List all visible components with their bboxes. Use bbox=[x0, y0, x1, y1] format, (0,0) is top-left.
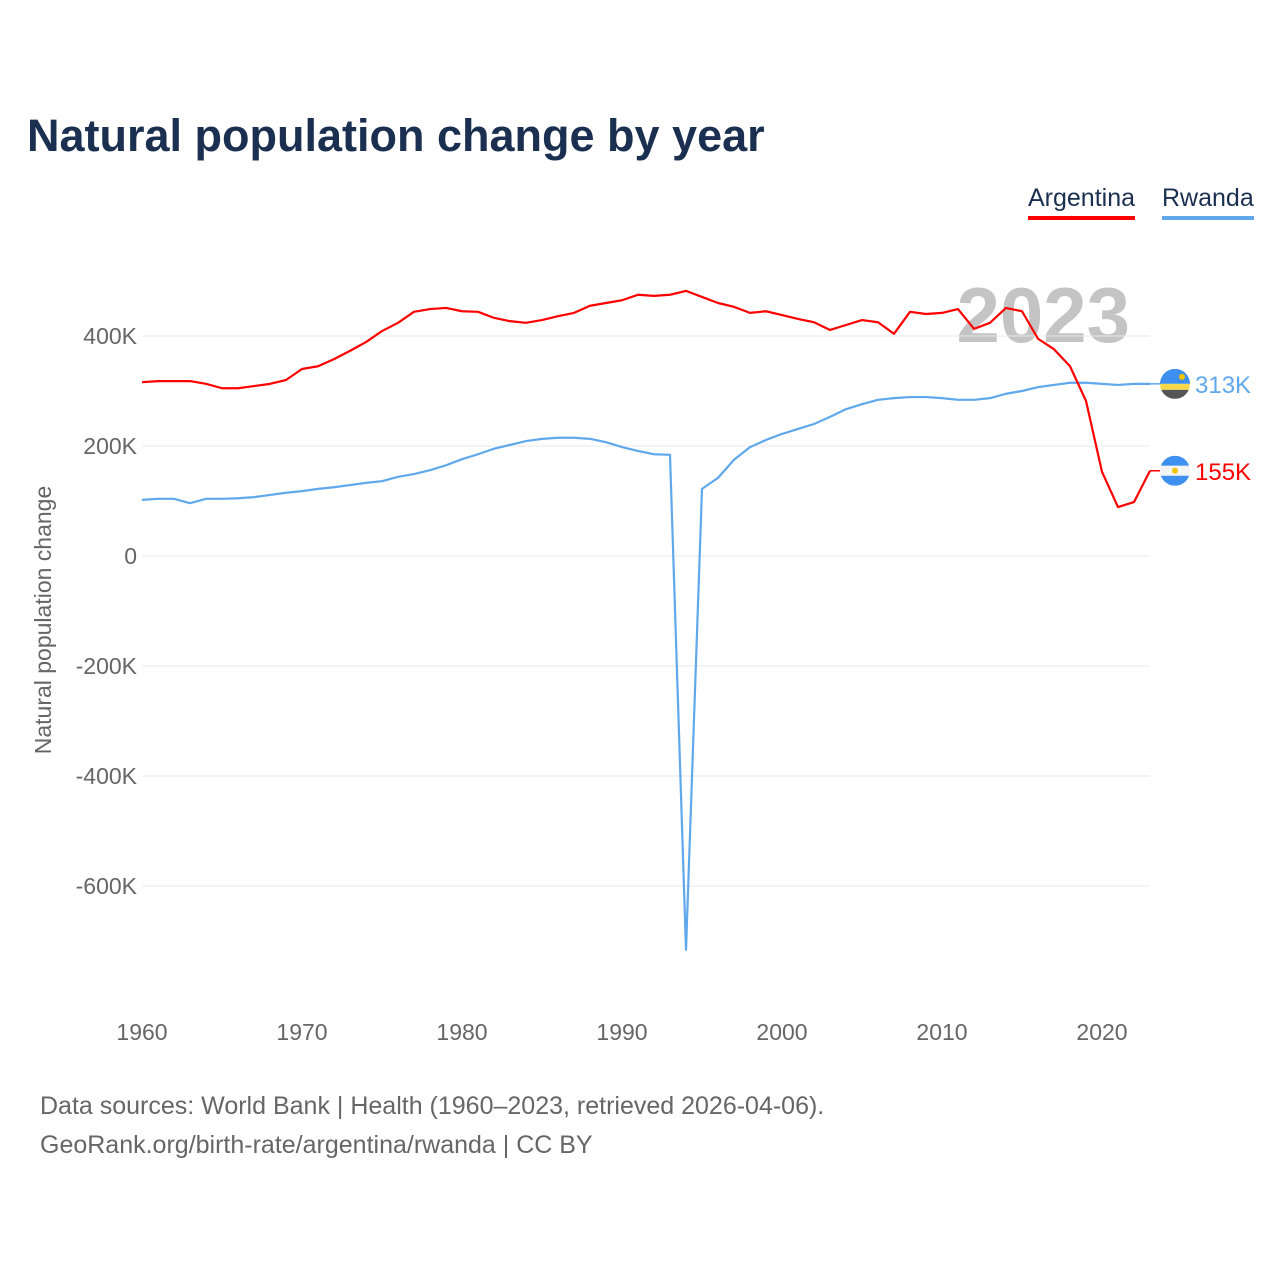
series-line-rwanda bbox=[141, 381, 1150, 951]
x-tick-label: 2000 bbox=[756, 1019, 807, 1045]
end-value-label-argentina: 155K bbox=[1195, 459, 1251, 486]
x-tick-label: 2010 bbox=[916, 1019, 967, 1045]
rwanda-flag-icon bbox=[1160, 368, 1190, 399]
x-tick-label: 1980 bbox=[436, 1019, 487, 1045]
data-source-text: Data sources: World Bank | Health (1960–… bbox=[40, 1092, 825, 1120]
footer: Data sources: World Bank | Health (1960–… bbox=[40, 1087, 824, 1165]
y-tick-label: 200K bbox=[83, 433, 137, 459]
y-axis-label: Natural population change bbox=[30, 486, 56, 755]
y-tick-label: -600K bbox=[76, 873, 138, 899]
legend-argentina[interactable]: Argentina bbox=[1028, 184, 1136, 220]
legend-rwanda[interactable]: Rwanda bbox=[1162, 184, 1254, 220]
y-tick-label: -200K bbox=[76, 653, 138, 679]
y-tick-label: -400K bbox=[76, 763, 138, 789]
x-tick-label: 1970 bbox=[276, 1019, 327, 1045]
source-link[interactable]: GeoRank.org/birth-rate/argentina/rwanda … bbox=[40, 1131, 593, 1159]
y-tick-label: 0 bbox=[124, 543, 137, 569]
x-tick-label: 2020 bbox=[1076, 1019, 1127, 1045]
chart-title: Natural population change by year bbox=[27, 110, 765, 161]
end-value-label-rwanda: 313K bbox=[1195, 372, 1251, 399]
year-watermark: 2023 bbox=[956, 271, 1130, 359]
argentina-flag-icon bbox=[1160, 455, 1190, 486]
y-tick-label: 400K bbox=[83, 323, 137, 349]
x-tick-label: 1960 bbox=[116, 1019, 167, 1045]
x-tick-label: 1990 bbox=[596, 1019, 647, 1045]
series-line-argentina bbox=[141, 289, 1151, 509]
